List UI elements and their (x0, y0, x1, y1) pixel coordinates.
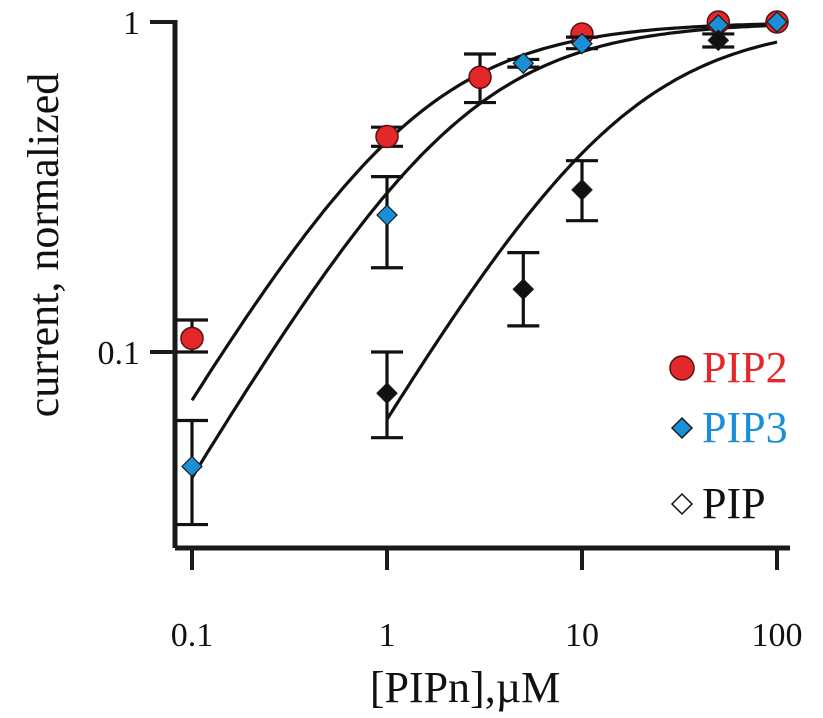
pip-data-point (376, 382, 398, 405)
x-tick-label: 0.1 (171, 617, 214, 654)
fit-curve-3 (385, 40, 778, 421)
pip-data-point (571, 179, 593, 201)
fit-curve-2 (190, 23, 778, 479)
pip-data-point (707, 29, 730, 52)
fit-curves (190, 22, 778, 479)
pip3-data-point (512, 52, 535, 75)
x-axis-title: [PIPn],µM (370, 663, 560, 712)
y-tick-label: 1 (123, 5, 140, 42)
axes: 0.1 1 10 100 0.1 1 (98, 5, 803, 654)
pip2-data-point (468, 65, 492, 90)
legend-label-pip: PIP (702, 479, 766, 528)
x-tick-label: 100 (752, 617, 803, 654)
pip3-data-point (376, 204, 398, 226)
legend-marker-pip (670, 492, 694, 516)
y-axis-title: current, normalized (19, 73, 68, 418)
pip3-data-point (766, 11, 788, 33)
data-points (176, 10, 789, 527)
y-tick-label: 0.1 (98, 335, 141, 372)
pip-data-point (512, 278, 535, 301)
pip3-data-point (571, 32, 593, 55)
legend-label-pip2: PIP2 (702, 343, 788, 392)
pip2-data-point (375, 124, 399, 149)
x-tick-label: 10 (565, 617, 599, 654)
legend: PIP2 PIP3 PIP (669, 343, 788, 528)
x-tick-label: 1 (379, 617, 396, 654)
legend-marker-pip2 (669, 355, 695, 381)
legend-marker-pip3 (670, 416, 694, 440)
pip3-data-point (181, 455, 203, 478)
legend-label-pip3: PIP3 (702, 403, 788, 452)
pip2-data-point (180, 326, 204, 351)
